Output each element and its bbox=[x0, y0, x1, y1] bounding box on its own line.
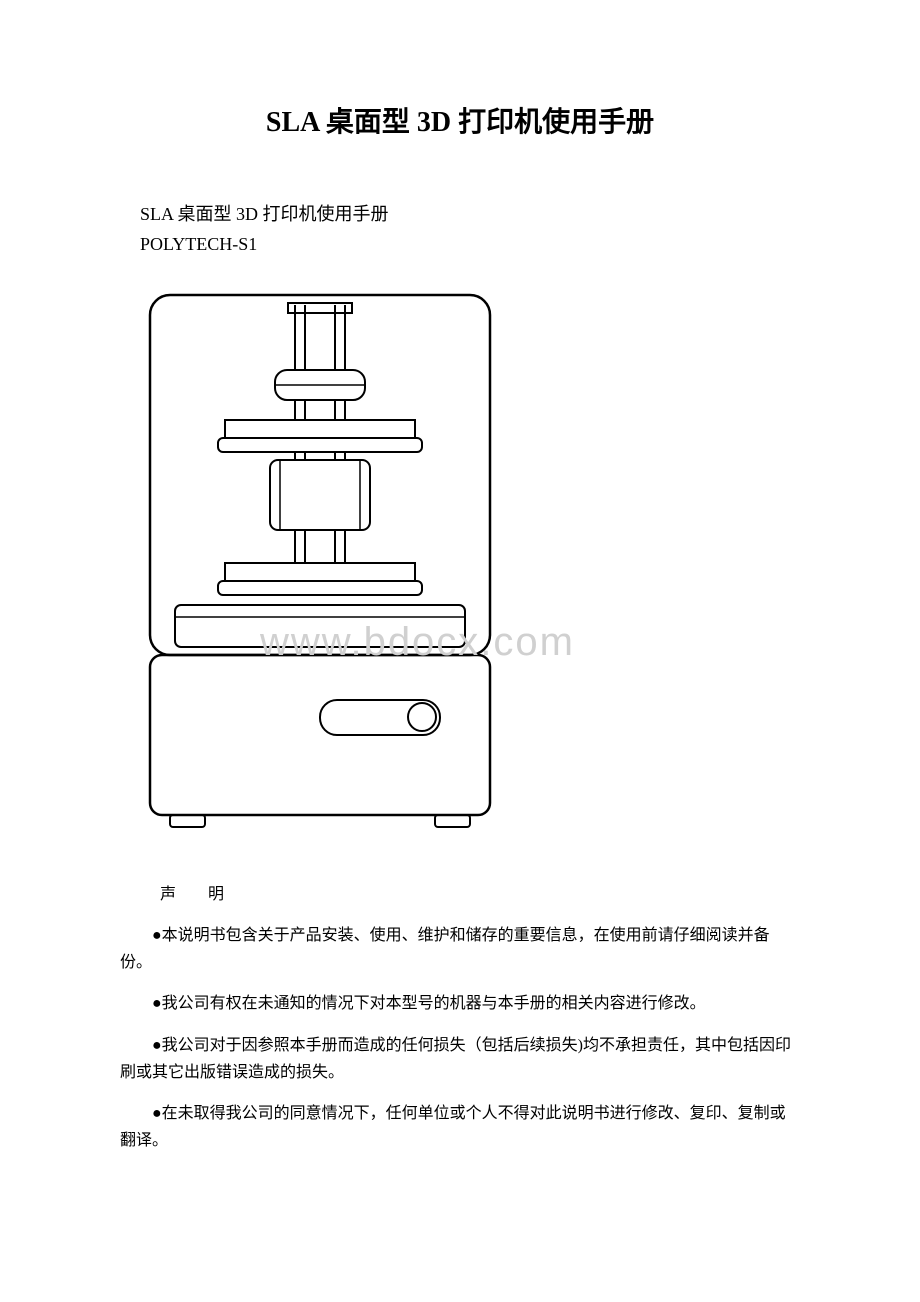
declaration-bullet-2: ●我公司有权在未通知的情况下对本型号的机器与本手册的相关内容进行修改。 bbox=[120, 990, 800, 1017]
declaration-bullet-3: ●我公司对于因参照本手册而造成的任何损失（包括后续损失)均不承担责任，其中包括因… bbox=[120, 1032, 800, 1086]
printer-diagram: www.bdocx.com bbox=[140, 285, 820, 840]
document-title: SLA 桌面型 3D 打印机使用手册 bbox=[100, 100, 820, 140]
declaration-bullet-4: ●在未取得我公司的同意情况下，任何单位或个人不得对此说明书进行修改、复印、复制或… bbox=[120, 1100, 800, 1154]
product-model: POLYTECH-S1 bbox=[140, 234, 820, 255]
printer-line-drawing bbox=[140, 285, 500, 835]
declaration-heading: 声 明 bbox=[160, 880, 820, 904]
document-subtitle: SLA 桌面型 3D 打印机使用手册 bbox=[140, 200, 820, 226]
declaration-bullet-1: ●本说明书包含关于产品安装、使用、维护和储存的重要信息，在使用前请仔细阅读并备份… bbox=[120, 922, 800, 976]
